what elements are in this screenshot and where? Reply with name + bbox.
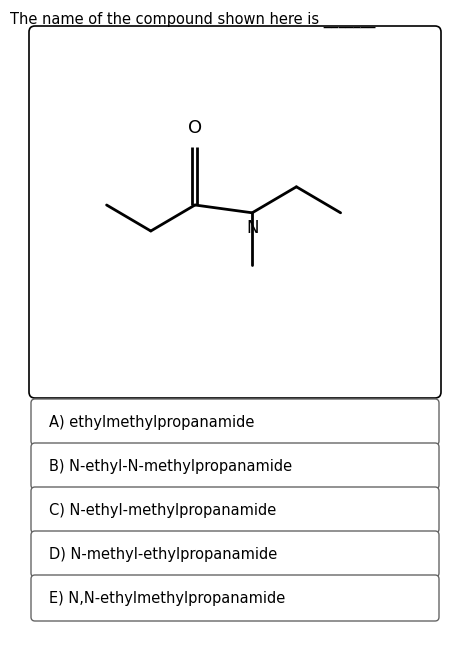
Text: N: N bbox=[246, 219, 258, 236]
Text: O: O bbox=[188, 119, 202, 137]
Text: B) N-ethyl-N-methylpropanamide: B) N-ethyl-N-methylpropanamide bbox=[49, 458, 292, 474]
FancyBboxPatch shape bbox=[31, 575, 439, 621]
FancyBboxPatch shape bbox=[31, 399, 439, 445]
FancyBboxPatch shape bbox=[31, 443, 439, 489]
Text: E) N,N-ethylmethylpropanamide: E) N,N-ethylmethylpropanamide bbox=[49, 591, 285, 605]
Text: D) N-methyl-ethylpropanamide: D) N-methyl-ethylpropanamide bbox=[49, 546, 277, 562]
FancyBboxPatch shape bbox=[31, 531, 439, 577]
FancyBboxPatch shape bbox=[29, 26, 441, 398]
FancyBboxPatch shape bbox=[31, 487, 439, 533]
Text: C) N-ethyl-methylpropanamide: C) N-ethyl-methylpropanamide bbox=[49, 502, 276, 518]
Text: The name of the compound shown here is _______: The name of the compound shown here is _… bbox=[10, 12, 375, 28]
Text: A) ethylmethylpropanamide: A) ethylmethylpropanamide bbox=[49, 415, 255, 430]
